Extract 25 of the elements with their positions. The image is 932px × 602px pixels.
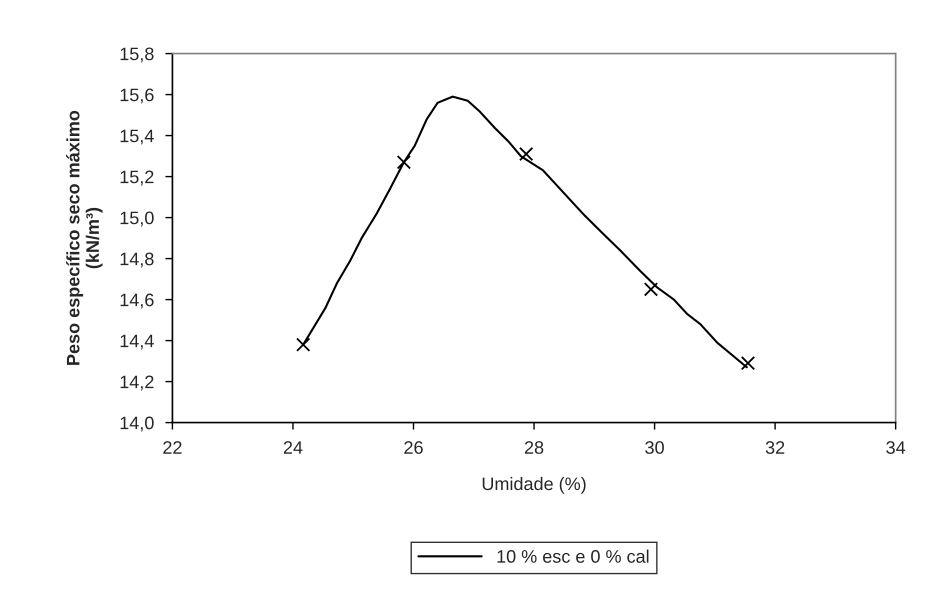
x-tick-label: 32	[766, 441, 784, 454]
x-tick-label: 22	[163, 441, 182, 454]
y-tick-label: 14,6	[120, 294, 154, 308]
y-tick-label: 14,0	[120, 416, 154, 432]
point	[519, 146, 534, 162]
y-tick-label: 15,8	[120, 48, 154, 62]
x-tick-label: 24	[284, 441, 302, 454]
y-axis-title: Peso específico seco máximo (kN/m³)	[66, 110, 103, 365]
x-tick-label: 28	[524, 441, 544, 454]
point	[740, 356, 756, 370]
y-tick-label: 14,8	[120, 252, 154, 268]
x-tick-label: 34	[886, 441, 906, 454]
point	[644, 282, 658, 296]
y-tick-label: 15,6	[120, 88, 154, 104]
x-axis-title: Umidade (%)	[482, 476, 586, 494]
point	[296, 338, 310, 352]
y-tick-label: 14,4	[120, 334, 154, 350]
y-tick-label: 15,0	[120, 212, 154, 226]
x-tick-label: 30	[645, 441, 664, 454]
point	[396, 155, 411, 170]
x-tick-label: 26	[404, 441, 423, 454]
y-tick-label: 15,2	[120, 170, 154, 186]
legend-label: 10 % esc e 0 % cal	[497, 550, 648, 563]
y-tick-label: 14,2	[120, 376, 154, 390]
y-tick-label: 15,4	[120, 130, 154, 144]
